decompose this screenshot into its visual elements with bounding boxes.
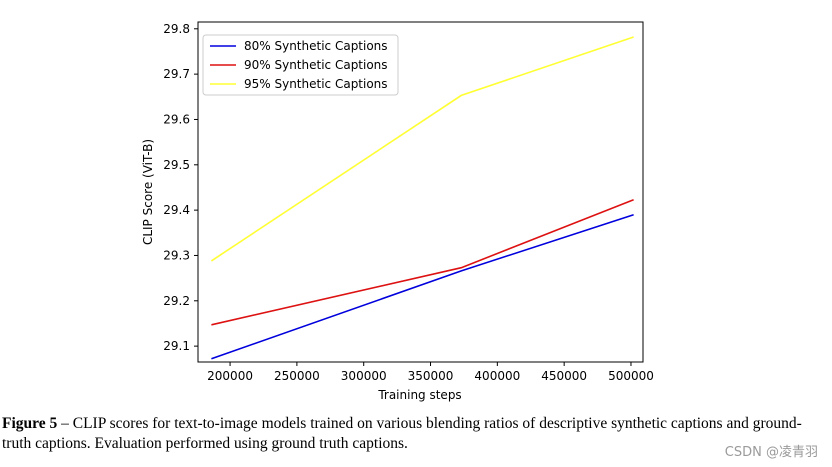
x-tick-label: 200000 — [207, 369, 253, 383]
y-tick-label: 29.2 — [163, 294, 190, 308]
legend: 80% Synthetic Captions 90% Synthetic Capt… — [202, 34, 399, 96]
legend-label-2: 90% Synthetic Captions — [244, 58, 388, 72]
y-tick-label: 29.4 — [163, 203, 190, 217]
y-axis: 29.1 29.2 29.3 29.4 29.5 29.6 29.7 29.8 — [163, 22, 198, 353]
legend-label-1: 80% Synthetic Captions — [244, 39, 388, 53]
figure-caption-text: – CLIP scores for text-to-image models t… — [2, 415, 802, 452]
y-axis-label: CLIP Score (ViT-B) — [141, 139, 155, 245]
y-tick-label: 29.1 — [163, 339, 190, 353]
x-tick-label: 350000 — [408, 369, 454, 383]
figure-caption: Figure 5 – CLIP scores for text-to-image… — [2, 414, 830, 454]
y-tick-label: 29.8 — [163, 22, 190, 36]
line-chart: 200000 250000 300000 350000 400000 450000 5000… — [141, 21, 654, 402]
series-line-1 — [211, 213, 634, 360]
x-axis-label: Training steps — [377, 388, 461, 402]
y-tick-label: 29.7 — [163, 67, 190, 81]
series-layer — [210, 36, 634, 360]
legend-label-3: 95% Synthetic Captions — [244, 77, 388, 91]
plot-frame — [197, 21, 644, 363]
y-tick-label: 29.3 — [163, 248, 190, 262]
series-line-3 — [210, 36, 634, 262]
x-axis: 200000 250000 300000 350000 400000 450000 5000… — [207, 362, 654, 383]
y-tick-label: 29.5 — [163, 158, 190, 172]
x-tick-label: 400000 — [474, 369, 520, 383]
watermark: CSDN @凌青羽 — [724, 445, 818, 460]
x-tick-label: 250000 — [274, 369, 320, 383]
x-tick-label: 300000 — [341, 369, 387, 383]
series-line-2 — [211, 198, 634, 326]
legend-box — [202, 34, 399, 96]
x-tick-label: 450000 — [541, 369, 587, 383]
x-tick-label: 500000 — [608, 369, 654, 383]
figure-label: Figure 5 — [2, 415, 58, 432]
y-tick-label: 29.6 — [163, 112, 190, 126]
